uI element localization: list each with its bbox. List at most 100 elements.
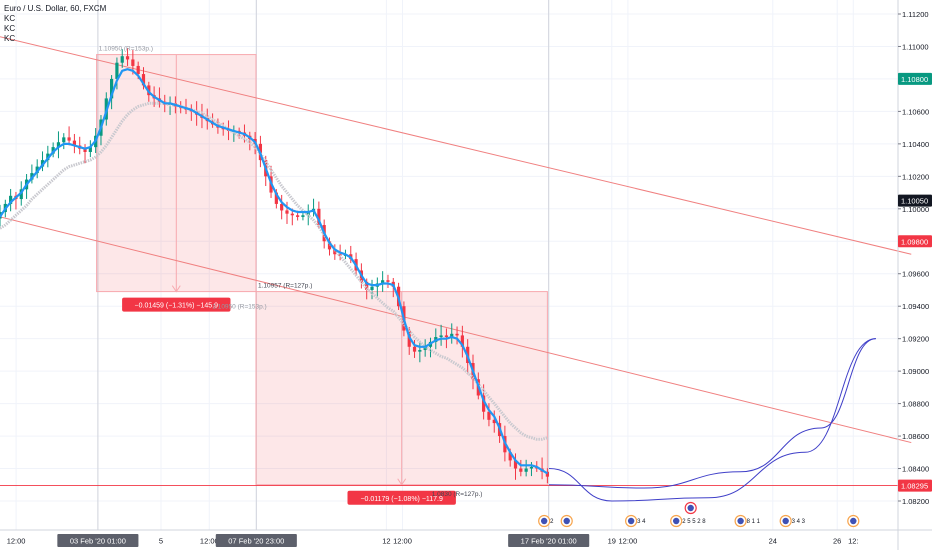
measure-change-label: −0.01459 (−1.31%) −145.9 — [135, 303, 219, 310]
candle-body — [327, 241, 332, 250]
projection-curve — [549, 338, 876, 489]
candle-body — [381, 280, 385, 284]
kc-fast-line — [0, 68, 548, 475]
time-tick-label: 19 — [608, 537, 616, 546]
candle-body — [285, 210, 289, 214]
price-tick-label: 1.09200 — [902, 335, 929, 344]
candle-body — [317, 208, 321, 226]
candle-body — [136, 65, 140, 75]
grid — [0, 0, 898, 530]
candle-body — [296, 215, 300, 217]
candle-body — [418, 350, 422, 352]
candle-body — [280, 203, 284, 211]
measure-low-label: 1.10950 (R=153p.) — [212, 304, 266, 311]
measure-arrow-head — [171, 285, 181, 293]
event-flag-icon — [540, 517, 548, 525]
candle-body — [88, 147, 92, 152]
event-flag-icon — [673, 517, 680, 525]
candle-body — [83, 148, 87, 152]
time-highlight-badge — [508, 534, 590, 547]
price-badge-label: 1.10800 — [901, 75, 928, 84]
event-markers[interactable]: 2 3 4 2 5 5 2 8 8 1 1 3 4 3 — [538, 501, 860, 528]
time-tick-label: 24 — [769, 537, 777, 546]
candle-body — [508, 452, 512, 461]
candle-body — [412, 346, 417, 352]
candle-body — [290, 213, 294, 216]
price-tick-label: 1.10000 — [902, 205, 929, 214]
candle-body — [487, 411, 491, 420]
candle-body — [56, 142, 61, 148]
candle-body — [110, 78, 114, 99]
indicator-kc-2[interactable]: KC — [4, 24, 16, 33]
event-flag-icon — [563, 517, 570, 525]
time-axis[interactable]: 12:00 03 Feb '20 01:00 5 12:00 07 Feb '20 23… — [0, 529, 932, 547]
price-tick-label: 1.08400 — [902, 465, 929, 474]
event-flag-icon — [737, 517, 744, 525]
event-flag-icon — [850, 517, 857, 525]
candle-body — [338, 254, 342, 256]
price-badge-label: 1.08295 — [901, 482, 928, 491]
time-highlight-label: 03 Feb '20 01:00 — [70, 537, 126, 546]
time-tick-label: 12:00 — [200, 537, 219, 546]
time-highlight-label: 17 Feb '20 01:00 — [521, 537, 577, 546]
projection-curves — [549, 338, 876, 502]
measure-change-badge — [122, 297, 231, 312]
candle-body — [460, 335, 464, 347]
candle-body — [513, 460, 518, 469]
candle-body — [450, 333, 454, 338]
price-tick-label: 1.09400 — [902, 302, 929, 311]
price-tick-label: 1.10400 — [902, 140, 929, 149]
measure-high-label: 1.10957 (R=127p.) — [258, 283, 312, 290]
candle-body — [301, 215, 305, 217]
candle-body — [141, 74, 146, 86]
trade-boxes — [96, 54, 548, 486]
candle-body — [9, 195, 13, 204]
channel-upper-line — [0, 36, 912, 255]
time-tick-label: 12:00 — [619, 537, 638, 546]
candle-body — [386, 280, 390, 282]
price-tick-label: 1.10200 — [902, 172, 929, 181]
price-tick-label: 1.08600 — [902, 432, 929, 441]
candle-body — [274, 192, 278, 204]
measure-low-label: 1.0830 (R=127p.) — [432, 491, 483, 498]
time-tick-label: 12 — [382, 537, 390, 546]
price-badge-label: 1.09800 — [901, 237, 928, 246]
candle-body — [524, 468, 528, 472]
candle-body — [529, 466, 534, 469]
candle-body — [72, 140, 77, 146]
price-axis[interactable]: 1.11200 1.11000 1.10800 1.10600 1.10400 1.102… — [897, 0, 932, 550]
candle-body — [439, 335, 443, 338]
candle-body — [365, 281, 369, 290]
price-tick-label: 1.11000 — [902, 42, 929, 51]
event-flag-icon — [687, 504, 694, 512]
price-tick-label: 1.08200 — [902, 497, 929, 506]
event-count-label: 2 5 5 2 8 — [682, 519, 706, 525]
price-tick-label: 1.08800 — [902, 400, 929, 409]
measure-change-badge — [347, 490, 456, 505]
candle-body — [125, 56, 130, 60]
price-badge — [898, 194, 932, 207]
candle-body — [333, 249, 337, 255]
candle-body — [62, 137, 66, 143]
price-tick-label: 1.09000 — [902, 367, 929, 376]
time-tick-label: 26 — [833, 537, 841, 546]
chart-legend: Euro / U.S. Dollar, 60, FXCM KC KC KC — [4, 4, 106, 44]
time-highlight-badge — [57, 534, 139, 547]
price-badge — [898, 235, 932, 248]
indicator-kc-1[interactable]: KC — [4, 14, 16, 23]
candle-body — [131, 59, 135, 66]
candle-body — [444, 335, 449, 338]
candle-body — [519, 468, 523, 472]
price-badge — [898, 72, 932, 85]
candle-body — [115, 62, 119, 79]
measure-high-label: 1.10950 (R=153p.) — [99, 46, 153, 53]
price-tick-label: 1.09600 — [902, 270, 929, 279]
time-highlight-badge — [215, 534, 297, 547]
price-badge-label: 1.10050 — [901, 197, 928, 206]
measure-labels: −0.01459 (−1.31%) −145.91.10950 (R=153p.… — [99, 46, 483, 505]
time-tick-label: 5 — [159, 537, 163, 546]
projection-curve — [549, 338, 876, 502]
indicator-kc-3[interactable]: KC — [4, 34, 16, 43]
chart-title[interactable]: Euro / U.S. Dollar, 60, FXCM — [4, 4, 107, 13]
